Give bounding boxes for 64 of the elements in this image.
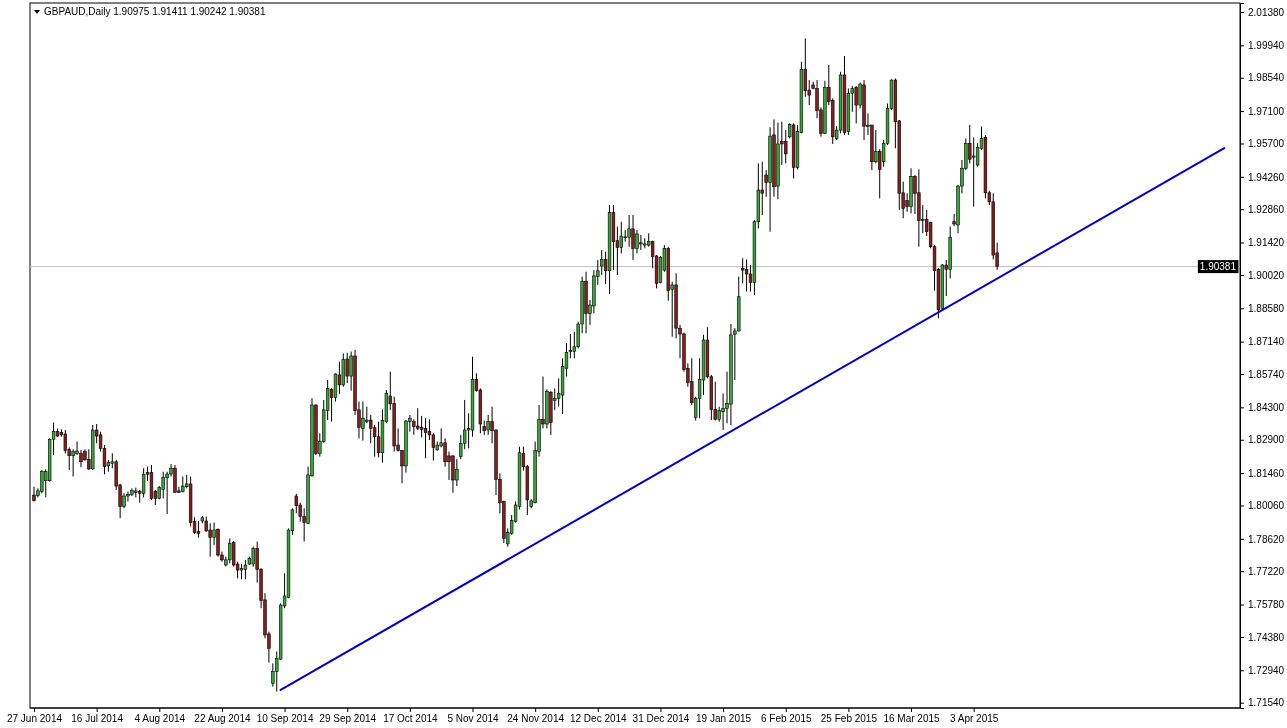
x-tick-label: 25 Feb 2015 xyxy=(820,713,878,725)
candlestick xyxy=(337,361,342,395)
y-tick-label: 2.01380 xyxy=(1248,6,1285,18)
candlestick xyxy=(228,537,232,564)
x-tick-label: 12 Dec 2014 xyxy=(569,713,628,725)
x-tick-label: 4 Aug 2014 xyxy=(134,713,186,725)
x-tick-label: 27 Jun 2014 xyxy=(6,713,63,725)
candlestick xyxy=(251,546,255,568)
candlestick xyxy=(294,493,298,514)
y-tick-label: 1.87140 xyxy=(1248,336,1285,348)
x-tick-label: 17 Oct 2014 xyxy=(383,713,439,725)
x-tick-label: 3 Apr 2015 xyxy=(949,713,999,725)
candlestick xyxy=(631,214,635,261)
ref-line-label: 1.90381 xyxy=(1199,261,1237,273)
y-tick-label: 1.99940 xyxy=(1248,40,1285,52)
candlestick xyxy=(63,429,67,454)
x-tick-label: 29 Sep 2014 xyxy=(319,713,377,725)
candlestick xyxy=(361,401,365,442)
candlestick xyxy=(639,234,643,251)
candlestick xyxy=(423,417,428,459)
candlestick xyxy=(635,229,639,254)
y-tick-label: 1.77220 xyxy=(1248,565,1285,577)
x-tick-label: 10 Sep 2014 xyxy=(256,713,314,725)
candlestick xyxy=(784,129,788,164)
candlestick xyxy=(972,136,976,208)
y-tick-label: 1.74380 xyxy=(1248,631,1285,643)
candlestick xyxy=(744,258,749,293)
y-tick-label: 1.78620 xyxy=(1248,533,1285,545)
x-tick-label: 16 Jul 2014 xyxy=(71,713,124,725)
candlestick xyxy=(376,421,381,458)
y-tick-label: 1.95700 xyxy=(1248,138,1285,150)
x-tick-label: 31 Dec 2014 xyxy=(632,713,690,725)
y-tick-label: 1.97100 xyxy=(1248,105,1285,117)
candlestick xyxy=(208,522,212,558)
x-tick-label: 24 Nov 2014 xyxy=(507,713,565,725)
x-tick-label: 5 Nov 2014 xyxy=(447,713,500,725)
y-tick-label: 1.75780 xyxy=(1248,599,1285,611)
chart-title: GBPAUD,Daily 1.90975 1.91411 1.90242 1.90381 xyxy=(44,6,266,17)
x-tick-label: 6 Feb 2015 xyxy=(760,713,812,725)
candlestick xyxy=(455,458,459,487)
candlestick xyxy=(32,486,36,503)
y-tick-label: 1.98540 xyxy=(1248,72,1285,84)
x-tick-label: 16 Mar 2015 xyxy=(883,713,941,725)
candlestick xyxy=(854,85,858,124)
y-tick-label: 1.82900 xyxy=(1248,434,1285,446)
y-tick-label: 1.92860 xyxy=(1248,203,1285,215)
y-tick-label: 1.88580 xyxy=(1248,302,1285,314)
x-tick-label: 19 Jan 2015 xyxy=(696,713,752,725)
y-tick-label: 1.81460 xyxy=(1248,467,1285,479)
candlestick xyxy=(600,249,604,276)
y-tick-label: 1.94260 xyxy=(1248,171,1285,183)
y-tick-label: 1.85740 xyxy=(1248,368,1285,380)
candlestick xyxy=(627,214,631,248)
candlestick xyxy=(345,352,349,384)
y-tick-label: 1.80060 xyxy=(1248,500,1285,512)
x-tick-label: 22 Aug 2014 xyxy=(194,713,251,725)
y-tick-label: 1.90020 xyxy=(1248,269,1285,281)
y-tick-label: 1.72940 xyxy=(1248,664,1285,676)
y-tick-label: 1.84300 xyxy=(1248,402,1285,414)
y-tick-label: 1.71540 xyxy=(1248,697,1285,709)
y-tick-label: 1.91420 xyxy=(1248,237,1285,249)
candlestick xyxy=(40,469,44,494)
candlestick xyxy=(486,414,490,436)
candlestick xyxy=(141,467,146,498)
